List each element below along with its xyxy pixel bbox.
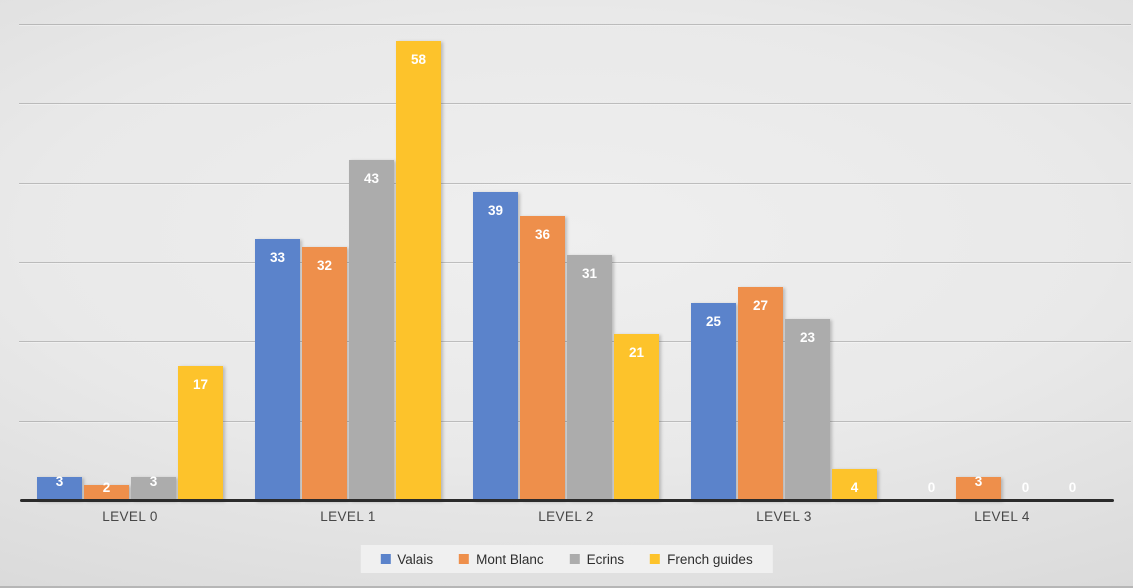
bar-group-level-1: 33 32 43 58 (239, 14, 457, 501)
bar-value-label: 31 (581, 266, 598, 281)
bar-mont-blanc-level-0: 2 (84, 480, 129, 501)
bar-value-label: 33 (269, 250, 286, 265)
bar-value-label: 17 (192, 377, 209, 392)
bar-group-level-2: 39 36 31 21 (457, 14, 675, 501)
bar-value-label: 0 (927, 480, 936, 495)
x-axis-labels: LEVEL 0 LEVEL 1 LEVEL 2 LEVEL 3 LEVEL 4 (21, 509, 1111, 524)
bar-group-level-3: 25 27 23 4 (675, 14, 893, 501)
bar-value-label: 3 (974, 474, 983, 489)
bar-valais-level-0: 3 (37, 474, 82, 501)
bar-group-level-0: 3 2 3 17 (21, 14, 239, 501)
bar-french-guides-level-3: 4 (832, 469, 877, 501)
bar-ecrins-level-2: 31 (567, 255, 612, 501)
bar-value-label: 0 (1021, 480, 1030, 495)
category-label-level-4: LEVEL 4 (974, 509, 1030, 524)
category-label-level-0: LEVEL 0 (102, 509, 158, 524)
bar-valais-level-3: 25 (691, 303, 736, 501)
legend-item-ecrins: Ecrins (569, 551, 625, 567)
bar-value-label: 32 (316, 258, 333, 273)
bar-value-label: 21 (628, 345, 645, 360)
plot-area: 3 2 3 17 33 32 43 58 39 36 31 21 25 27 23 4 0 3 0 0 (19, 14, 1131, 501)
bar-value-label: 43 (363, 171, 380, 186)
legend-item-mont-blanc: Mont Blanc (459, 552, 544, 567)
legend-swatch-mont-blanc (459, 554, 470, 564)
bar-ecrins-level-0: 3 (131, 474, 176, 501)
bar-french-guides-level-1: 58 (396, 41, 441, 501)
bar-value-label: 39 (487, 203, 504, 218)
legend-item-valais: Valais (380, 552, 433, 567)
legend-swatch-valais (380, 554, 391, 564)
bar-mont-blanc-level-4: 3 (956, 474, 1001, 501)
gridline (19, 103, 1131, 104)
bar-french-guides-level-0: 17 (178, 366, 223, 501)
bar-ecrins-level-3: 23 (785, 319, 830, 501)
bar-group-level-4: 0 3 0 0 (893, 14, 1111, 501)
bar-mont-blanc-level-1: 32 (302, 247, 347, 501)
legend: Valais Mont Blanc Ecrins French guides (360, 545, 773, 573)
bar-value-label: 23 (799, 330, 816, 345)
bar-value-label: 27 (752, 298, 769, 313)
bar-ecrins-level-1: 43 (349, 160, 394, 501)
bar-value-label: 58 (410, 52, 427, 67)
bar-mont-blanc-level-2: 36 (520, 216, 565, 501)
bar-valais-level-2: 39 (473, 192, 518, 501)
legend-label: Ecrins (586, 551, 625, 567)
bar-value-label: 36 (534, 227, 551, 242)
bar-value-label: 25 (705, 314, 722, 329)
legend-label: Mont Blanc (476, 551, 544, 567)
bar-value-label: 2 (102, 480, 111, 495)
category-label-level-1: LEVEL 1 (320, 509, 376, 524)
bar-value-label: 3 (55, 474, 64, 489)
bar-french-guides-level-2: 21 (614, 334, 659, 501)
x-axis-line (20, 499, 1114, 502)
gridline (19, 183, 1131, 184)
bar-valais-level-1: 33 (255, 239, 300, 501)
category-label-level-2: LEVEL 2 (538, 509, 594, 524)
legend-label: French guides (667, 551, 753, 567)
legend-swatch-french-guides (650, 554, 661, 564)
legend-item-french-guides: French guides (650, 552, 753, 567)
bar-value-label: 3 (149, 474, 158, 489)
legend-label: Valais (397, 551, 434, 567)
category-label-level-3: LEVEL 3 (756, 509, 812, 524)
legend-swatch-ecrins (569, 554, 580, 564)
bar-value-label: 0 (1068, 480, 1077, 495)
bar-value-label: 4 (850, 480, 859, 495)
gridline (19, 24, 1131, 25)
bar-mont-blanc-level-3: 27 (738, 287, 783, 501)
